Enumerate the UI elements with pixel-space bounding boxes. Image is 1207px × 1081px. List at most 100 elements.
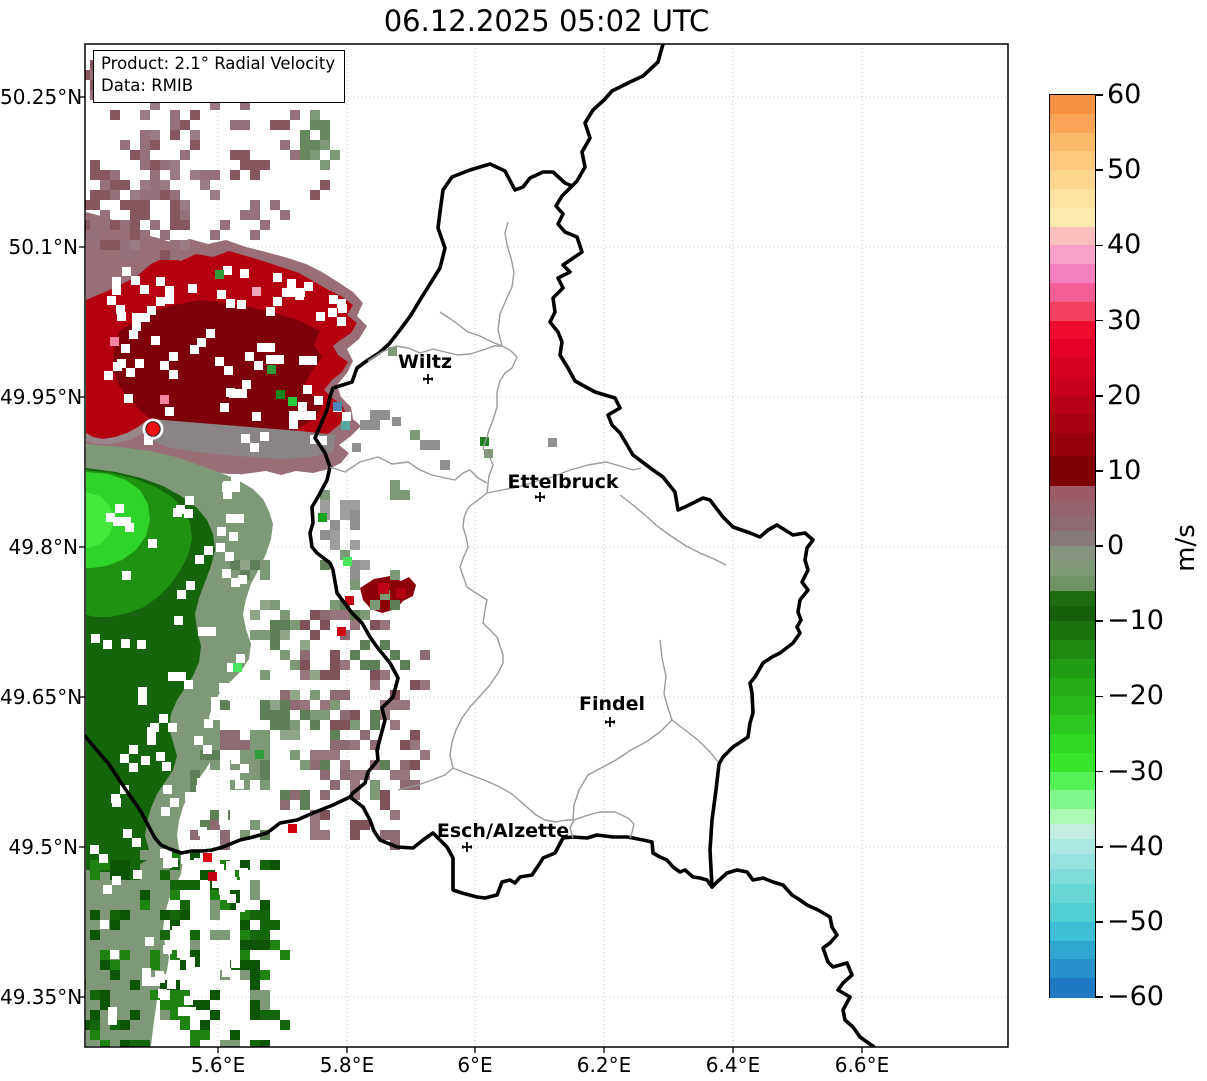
radar-pixel	[350, 620, 360, 630]
radar-pixel	[330, 150, 340, 160]
radar-pixel	[260, 700, 270, 710]
radar-pixel	[260, 560, 270, 570]
radar-pixel	[345, 596, 354, 605]
radar-pixel	[250, 630, 260, 640]
radar-pixel	[200, 870, 210, 880]
radar-pixel	[310, 110, 320, 120]
y-tick-label: 50.25°N	[0, 85, 83, 109]
radar-pixel	[140, 150, 150, 160]
commune-line	[497, 221, 515, 347]
radar-pixel	[310, 630, 320, 640]
radar-pixel	[420, 440, 430, 450]
radar-pixel	[210, 890, 220, 900]
radar-pixel	[410, 760, 420, 770]
radar-pixel	[270, 940, 280, 950]
radar-pixel	[316, 312, 325, 321]
radar-pixel	[207, 836, 216, 845]
radar-pixel	[337, 299, 346, 308]
radar-pixel	[330, 700, 340, 710]
radar-pixel	[220, 403, 229, 412]
radar-pixel	[210, 720, 220, 730]
radar-pixel	[210, 100, 220, 110]
radar-pixel	[260, 710, 270, 720]
radar-pixel	[338, 304, 347, 313]
radar-pixel	[227, 894, 236, 903]
colorbar-band	[1050, 188, 1095, 209]
radar-pixel	[190, 830, 200, 840]
radar-pixel	[260, 160, 270, 170]
radar-pixel	[310, 760, 320, 770]
radar-pixel	[350, 790, 360, 800]
radar-pixel	[132, 838, 141, 847]
radar-pixel	[320, 610, 330, 620]
radar-pixel	[380, 410, 390, 420]
radar-pixel	[350, 770, 360, 780]
radar-pixel	[190, 780, 200, 790]
border-france-south	[348, 795, 714, 900]
radar-pixel	[230, 1040, 240, 1047]
radar-pixel	[241, 434, 250, 443]
colorbar-band	[1050, 606, 1095, 622]
radar-pixel	[130, 220, 140, 230]
radar-pixel	[378, 583, 389, 594]
radar-pixel	[273, 297, 282, 306]
radar-pixel	[130, 200, 140, 210]
radar-pixel	[280, 120, 290, 130]
radar-pixel	[160, 930, 170, 940]
radar-pixel	[160, 180, 170, 190]
radar-pixel	[140, 285, 149, 294]
radar-pixel	[330, 600, 340, 610]
radar-pixel	[210, 190, 220, 200]
colorbar-tick-mark	[1096, 695, 1103, 698]
radar-pixel	[320, 530, 330, 540]
radar-pixel	[190, 770, 200, 780]
radar-pixel	[330, 740, 340, 750]
radar-pixel	[184, 996, 193, 1005]
colorbar-band	[1050, 282, 1095, 303]
radar-pixel	[140, 230, 150, 240]
radar-pixel	[370, 670, 380, 680]
radar-pixel	[320, 560, 330, 570]
border-belgium-france-sw	[85, 734, 352, 855]
radar-pixel	[260, 1010, 270, 1020]
radar-pixel	[220, 740, 230, 750]
radar-pixel	[165, 295, 174, 304]
radar-pixel	[144, 436, 153, 445]
colorbar-tick-label: 20	[1107, 379, 1142, 411]
radar-pixel	[140, 140, 150, 150]
radar-pixel	[190, 345, 199, 354]
radar-pixel	[360, 610, 370, 620]
radar-pixel	[350, 580, 360, 590]
colorbar-band	[1050, 132, 1095, 152]
radar-pixel	[217, 527, 226, 536]
radar-pixel	[224, 366, 233, 375]
colorbar-tick-mark	[1096, 845, 1103, 848]
radar-pixel	[110, 960, 120, 970]
commune-line	[572, 639, 719, 821]
radar-pixel	[260, 670, 270, 680]
radar-pixel	[85, 70, 90, 80]
radar-pixel	[329, 295, 338, 304]
radar-pixel	[290, 750, 300, 760]
x-tick-label: 6.6°E	[834, 1053, 890, 1077]
radar-pixel	[210, 820, 220, 830]
radar-pixel	[280, 630, 290, 640]
radar-pixel	[90, 220, 100, 230]
y-tick-label: 49.5°N	[8, 835, 79, 859]
radar-pixel	[240, 860, 250, 870]
radar-pixel	[280, 790, 290, 800]
radar-pixel	[350, 520, 360, 530]
radar-pixel	[240, 920, 250, 930]
radar-pixel	[235, 780, 244, 789]
radar-pixel	[160, 250, 170, 260]
colorbar-band	[1050, 455, 1095, 487]
commune-line	[569, 811, 635, 839]
radar-pixel	[250, 443, 259, 452]
colorbar-band	[1050, 95, 1095, 115]
radar-pixel	[289, 411, 298, 420]
colorbar-band	[1050, 561, 1095, 577]
radar-pixel	[215, 357, 224, 366]
radar-pixel	[320, 770, 330, 780]
radar-pixel	[121, 344, 130, 353]
radar-pixel	[138, 687, 147, 696]
